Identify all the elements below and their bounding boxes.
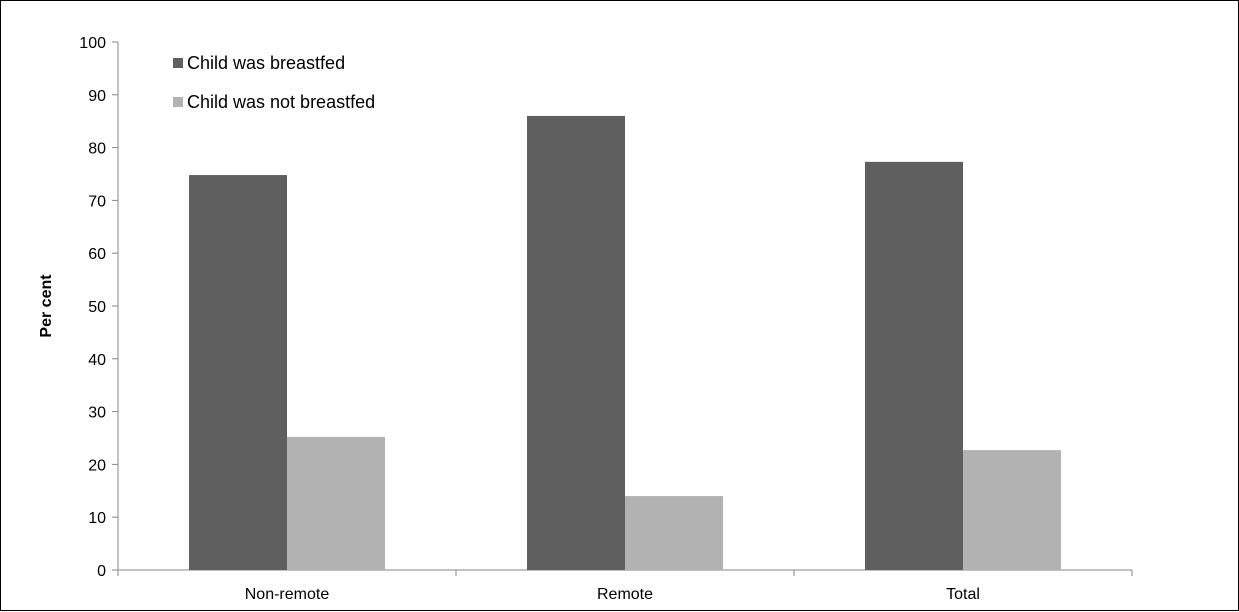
y-tick-label: 10 (88, 510, 106, 527)
bar-not-breastfed (287, 436, 386, 570)
y-axis-title: Per cent (38, 274, 55, 338)
y-tick-label: 90 (88, 88, 106, 105)
legend-swatch (173, 97, 183, 107)
legend-swatch (173, 58, 183, 68)
bar-breastfed (864, 161, 963, 570)
x-tick-label: Non-remote (245, 586, 330, 603)
y-tick-label: 70 (88, 193, 106, 210)
bars (188, 115, 1062, 571)
y-tick-label: 0 (97, 563, 106, 580)
legend: Child was breastfed Child was not breastf… (173, 53, 375, 112)
bar-not-breastfed (963, 450, 1062, 570)
legend-label: Child was not breastfed (187, 92, 375, 112)
y-tick-label: 100 (79, 35, 106, 52)
bar-breastfed (526, 115, 625, 571)
y-tick-label: 30 (88, 405, 106, 422)
y-axis: 0 10 20 30 40 50 60 70 80 90 100 (79, 35, 119, 580)
x-tick-label: Total (946, 586, 980, 603)
y-tick-label: 60 (88, 246, 106, 263)
y-tick-label: 20 (88, 457, 106, 474)
bar-breastfed (188, 175, 287, 570)
legend-label: Child was breastfed (187, 53, 345, 73)
y-tick-label: 80 (88, 141, 106, 158)
bar-not-breastfed (625, 496, 724, 570)
y-tick-label: 40 (88, 352, 106, 369)
x-axis: Non-remote Remote Total (117, 569, 1133, 603)
x-tick-label: Remote (597, 586, 653, 603)
y-tick-label: 50 (88, 299, 106, 316)
